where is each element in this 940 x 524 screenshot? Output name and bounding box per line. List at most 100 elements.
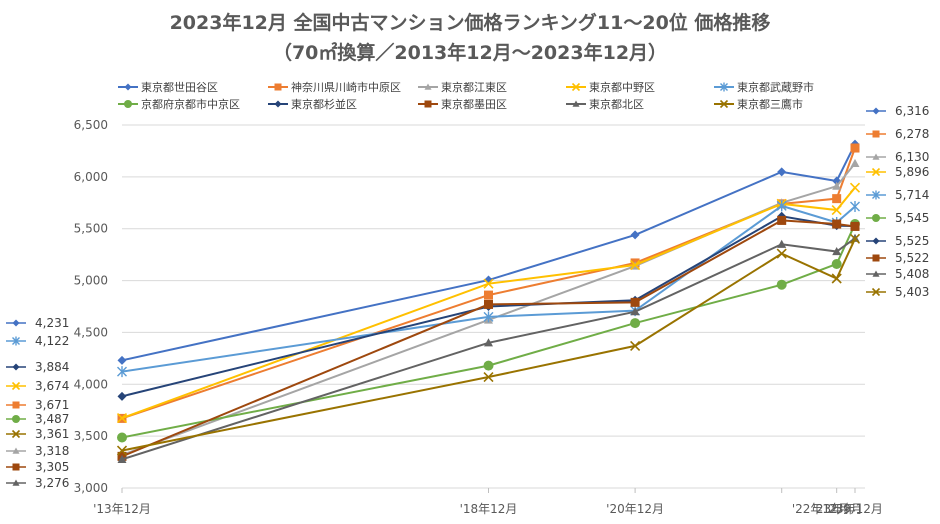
data-point-marker [484,290,493,300]
x-axis: '13年12月 '18年12月 '20年12月 '22年12月'23年9月'23年12… [93,488,883,516]
start-value-label: 3,884 [6,360,69,374]
legend-item: 東京都杉並区 [268,97,357,111]
data-point-marker [117,432,127,443]
data-point-marker [116,413,128,424]
start-value-label: 4,122 [6,334,69,348]
data-point-marker [12,363,20,371]
legend-item: 東京都中野区 [566,80,655,94]
data-point-marker [12,319,20,327]
data-point-marker [831,273,842,284]
series-x [116,233,861,456]
data-point-marker [483,278,494,289]
end-value-label: 5,522 [866,251,929,265]
x-tick-label: '23年9月 [813,502,863,516]
data-point-marker [871,287,881,297]
end-value-text: 6,130 [895,150,929,164]
data-point-marker [12,401,20,409]
legend-item: 東京都墨田区 [418,97,507,111]
data-point-marker [832,194,842,204]
start-value-label: 4,231 [6,316,69,330]
data-point-marker [719,99,729,109]
y-tick-label: 4,500 [74,325,108,339]
data-point-marker [484,338,493,347]
end-value-label: 6,130 [866,150,929,164]
data-point-marker [12,415,20,423]
data-point-marker [871,167,881,177]
data-point-marker [116,445,128,456]
end-value-label: 5,408 [866,267,929,281]
x-tick-label: '22年12月 [792,502,850,516]
data-point-marker [12,447,20,454]
data-point-marker [776,248,787,259]
legend-label: 東京都江東区 [441,80,507,94]
y-tick-label: 6,000 [74,170,108,184]
data-point-marker [572,100,580,107]
legend-item: 神奈川県川崎市中原区 [268,80,401,94]
data-point-marker [831,204,842,216]
start-value-text: 4,231 [35,316,69,330]
end-value-label: 6,278 [866,127,929,141]
series-line [121,223,856,439]
data-point-marker [630,340,641,351]
plot-area [116,139,861,463]
start-value-text: 3,674 [35,379,69,393]
start-value-text: 3,318 [35,444,69,458]
data-point-marker [777,239,787,248]
y-tick-label: 4,000 [74,377,108,391]
data-point-marker [117,391,127,401]
start-value-text: 3,487 [35,412,69,426]
legend-label: 東京都北区 [589,97,644,111]
x-tick-label: '13年12月 [93,502,151,516]
data-point-marker [872,254,880,262]
start-value-label: 3,674 [6,379,69,393]
data-point-marker [424,100,432,108]
data-point-marker [483,311,494,323]
data-point-marker [776,200,787,212]
series-line [121,143,856,362]
end-value-label: 6,316 [866,104,929,118]
data-point-marker [720,82,728,92]
start-value-label: 3,305 [6,460,69,474]
data-point-marker [274,83,282,91]
start-value-label: 3,487 [6,412,69,426]
data-point-marker [850,143,860,153]
data-point-marker [872,270,880,277]
data-point-marker [872,130,880,138]
data-point-marker [777,167,787,177]
legend-label: 東京都武蔵野市 [737,80,814,94]
end-value-label: 5,896 [866,165,929,179]
data-point-marker [831,258,842,269]
data-point-marker [630,307,640,316]
data-point-marker [872,107,880,115]
legend-label: 神奈川県川崎市中原区 [291,80,401,94]
data-point-marker [850,158,860,167]
end-value-text: 5,525 [895,234,929,248]
series-star [117,200,860,378]
data-point-marker [832,219,842,229]
y-axis: 3,000 3,500 4,000 4,500 5,000 5,500 6,000 6,500 [74,118,108,495]
data-point-marker [872,214,880,222]
end-value-text: 5,714 [895,188,929,202]
data-point-marker [832,181,842,190]
data-point-marker [117,366,127,378]
end-value-label: 5,714 [866,188,929,202]
data-point-marker [11,429,21,439]
end-value-text: 6,278 [895,127,929,141]
legend-item: 東京都武蔵野市 [714,80,814,94]
data-point-marker [777,215,787,225]
start-value-text: 4,122 [35,334,69,348]
data-point-marker [274,100,282,108]
legend-label: 東京都墨田区 [441,97,507,111]
data-point-marker [483,371,494,383]
end-value-text: 5,896 [895,165,929,179]
data-point-marker [776,279,787,290]
data-point-marker [872,190,880,200]
legend-item: 東京都世田谷区 [118,80,218,94]
legend-label: 東京都杉並区 [291,97,357,111]
data-point-marker [124,100,132,108]
legend-item: 京都府京都市中京区 [118,97,240,111]
data-point-marker [117,355,127,365]
y-tick-label: 6,500 [74,118,108,132]
